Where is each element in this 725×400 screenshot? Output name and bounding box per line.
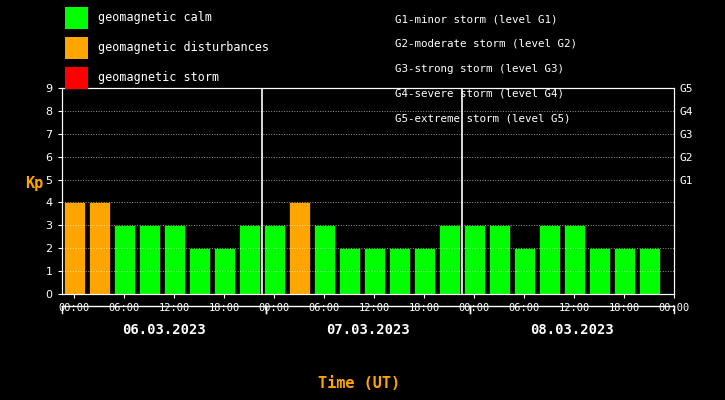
Text: 06.03.2023: 06.03.2023 — [122, 323, 206, 337]
Bar — [539, 225, 560, 294]
Text: 08.03.2023: 08.03.2023 — [530, 323, 614, 337]
Bar — [389, 248, 410, 294]
Bar — [114, 225, 135, 294]
Bar — [64, 202, 85, 294]
Bar — [239, 225, 260, 294]
Text: Time (UT): Time (UT) — [318, 376, 400, 392]
Bar — [413, 248, 435, 294]
Bar — [188, 248, 210, 294]
Bar — [264, 225, 285, 294]
Bar — [138, 225, 160, 294]
Bar — [439, 225, 460, 294]
Bar — [613, 248, 635, 294]
Text: G2-moderate storm (level G2): G2-moderate storm (level G2) — [395, 39, 577, 49]
Bar — [589, 248, 610, 294]
Bar — [214, 248, 235, 294]
Bar — [639, 248, 660, 294]
Bar — [463, 225, 485, 294]
Bar — [563, 225, 585, 294]
Text: 07.03.2023: 07.03.2023 — [326, 323, 410, 337]
Bar — [88, 202, 109, 294]
Bar — [513, 248, 535, 294]
Text: G1-minor storm (level G1): G1-minor storm (level G1) — [395, 14, 558, 24]
Text: G3-strong storm (level G3): G3-strong storm (level G3) — [395, 64, 564, 74]
Bar — [313, 225, 335, 294]
Bar — [339, 248, 360, 294]
Bar — [363, 248, 385, 294]
Text: geomagnetic disturbances: geomagnetic disturbances — [98, 42, 269, 54]
Bar — [289, 202, 310, 294]
Y-axis label: Kp: Kp — [25, 176, 44, 191]
Text: geomagnetic calm: geomagnetic calm — [98, 12, 212, 24]
Text: geomagnetic storm: geomagnetic storm — [98, 72, 219, 84]
Bar — [489, 225, 510, 294]
Text: G5-extreme storm (level G5): G5-extreme storm (level G5) — [395, 113, 571, 123]
Text: G4-severe storm (level G4): G4-severe storm (level G4) — [395, 88, 564, 98]
Bar — [164, 225, 185, 294]
